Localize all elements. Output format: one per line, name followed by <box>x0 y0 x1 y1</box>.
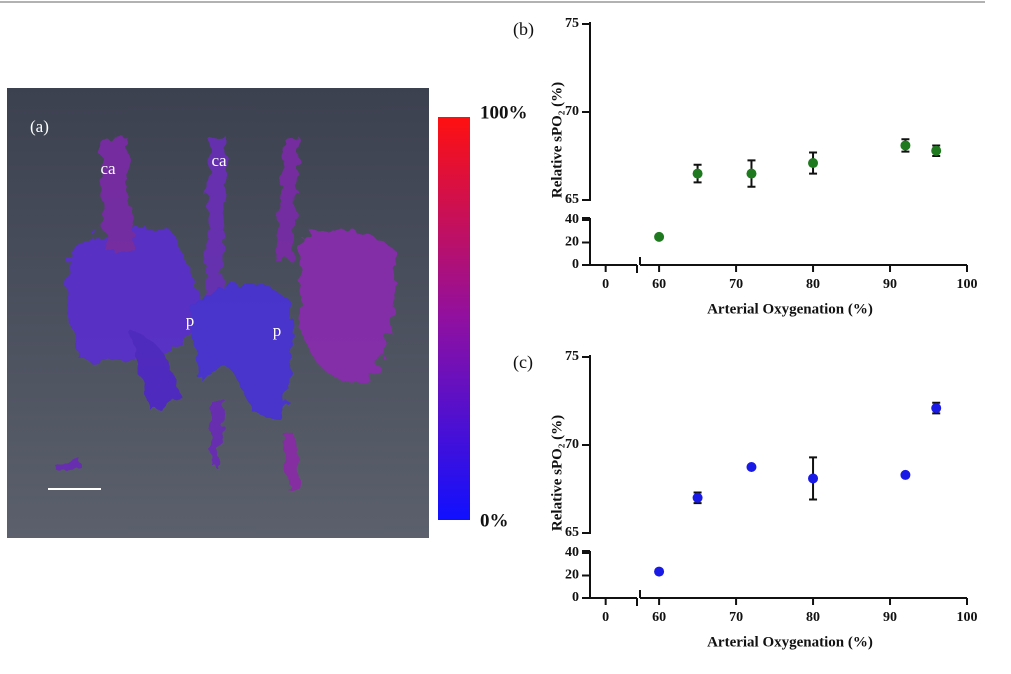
panel-label: (c) <box>513 352 533 373</box>
x-tick-label: 100 <box>957 610 978 625</box>
y-tick-label: 20 <box>565 568 579 583</box>
y-tick-label: 70 <box>565 104 579 119</box>
x-tick-label: 80 <box>806 277 820 292</box>
x-tick-label: 0 <box>602 610 609 625</box>
point <box>692 168 703 179</box>
y-tick-label: 65 <box>565 525 579 540</box>
y-tick-label: 0 <box>572 257 579 272</box>
point <box>746 168 757 179</box>
y-tick-label: 70 <box>565 437 579 452</box>
x-tick-label: 100 <box>957 277 978 292</box>
point <box>808 473 819 484</box>
panel-label: (b) <box>513 19 534 40</box>
chart: 0 20 40 65 70 75 0 60 70 80 90 100 Arterial Oxygenat… <box>513 16 978 317</box>
colorbar-max: 100% <box>480 102 528 123</box>
point <box>692 492 703 503</box>
point <box>808 158 819 169</box>
y-tick-label: 75 <box>565 16 579 31</box>
annotation: p <box>273 321 282 340</box>
point <box>931 403 942 414</box>
y-axis-label: Relative sPO₂ (%) <box>549 82 565 198</box>
y-axis-label: Relative sPO₂ (%) <box>549 415 565 531</box>
x-tick-label: 90 <box>883 610 897 625</box>
x-tick-label: 60 <box>652 610 666 625</box>
colorbar-min: 0% <box>480 510 509 531</box>
panel-label: (a) <box>30 117 49 136</box>
x-tick-label: 0 <box>602 277 609 292</box>
tissue <box>55 135 396 492</box>
y-tick-label: 40 <box>565 545 579 560</box>
point <box>746 462 757 472</box>
point <box>654 231 665 242</box>
annotation: ca <box>211 151 227 170</box>
x-axis-label: Arterial Oxygenation (%) <box>707 301 873 317</box>
point <box>900 469 911 480</box>
annotation: p <box>186 311 195 330</box>
x-tick-label: 80 <box>806 610 820 625</box>
x-axis-label: Arterial Oxygenation (%) <box>707 634 873 650</box>
y-tick-label: 20 <box>565 235 579 250</box>
point <box>654 566 665 577</box>
x-tick-label: 70 <box>729 610 743 625</box>
point <box>931 145 942 156</box>
y-tick-label: 65 <box>565 192 579 207</box>
chart: 0 20 40 65 70 75 0 60 70 80 90 100 Arterial Oxygenat… <box>513 349 978 650</box>
y-tick-label: 0 <box>572 590 579 605</box>
x-tick-label: 60 <box>652 277 666 292</box>
image-panel: (a) ca ca p p 100% 0% <box>7 88 528 538</box>
y-tick-label: 40 <box>565 212 579 227</box>
y-tick-label: 75 <box>565 349 579 364</box>
x-tick-label: 70 <box>729 277 743 292</box>
x-tick-label: 90 <box>883 277 897 292</box>
annotation: ca <box>100 159 116 178</box>
colorbar <box>438 117 470 520</box>
point <box>900 140 911 151</box>
